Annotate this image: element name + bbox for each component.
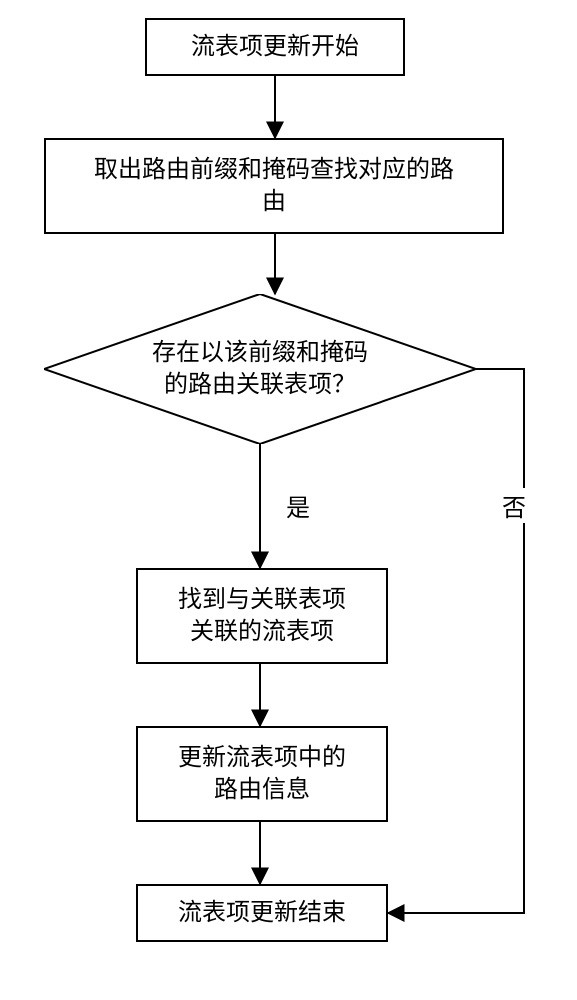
- node-find: 找到与关联表项 关联的流表项: [136, 568, 388, 664]
- flowchart-canvas: 流表项更新开始 取出路由前缀和掩码查找对应的路 由 找到与关联表项 关联的流表项…: [0, 0, 577, 1000]
- node-end: 流表项更新结束: [136, 884, 388, 942]
- node-start-text: 流表项更新开始: [191, 31, 359, 63]
- edge-label-no-text: 否: [502, 496, 526, 522]
- node-decide-text: 存在以该前缀和掩码 的路由关联表项？: [152, 337, 368, 402]
- node-end-text: 流表项更新结束: [178, 897, 346, 929]
- edge-label-yes-text: 是: [286, 496, 310, 522]
- node-extract: 取出路由前缀和掩码查找对应的路 由: [44, 138, 504, 234]
- node-start: 流表项更新开始: [145, 18, 405, 76]
- edge-label-yes: 是: [284, 488, 312, 523]
- node-update: 更新流表项中的 路由信息: [136, 726, 388, 822]
- node-find-text: 找到与关联表项 关联的流表项: [178, 584, 346, 649]
- node-extract-text: 取出路由前缀和掩码查找对应的路 由: [94, 154, 454, 219]
- edge-label-no: 否: [500, 488, 528, 523]
- node-update-text: 更新流表项中的 路由信息: [178, 742, 346, 807]
- node-decide: 存在以该前缀和掩码 的路由关联表项？: [44, 294, 476, 444]
